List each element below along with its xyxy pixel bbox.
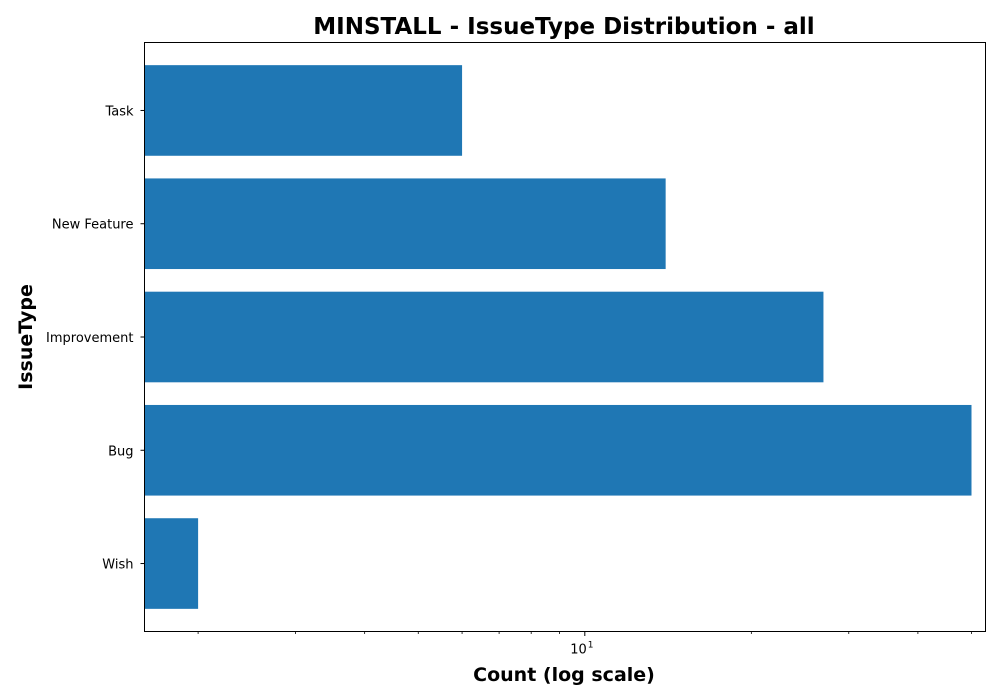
y-tick-label: Improvement	[46, 331, 133, 346]
x-tick-label-exponent: 1	[588, 641, 594, 651]
bar-improvement	[144, 291, 824, 383]
bar-bug	[144, 404, 972, 496]
y-tick-label: New Feature	[52, 218, 134, 233]
bars-layer	[144, 65, 972, 609]
bar-task	[144, 65, 463, 156]
ticks-layer: Task New Feature Improvement Bug Wish 10 1	[46, 104, 972, 658]
y-tick-label: Bug	[108, 444, 133, 459]
plot-frame	[144, 42, 986, 632]
y-tick-label: Task	[104, 104, 134, 119]
bar-new-feature	[144, 178, 666, 270]
chart-title: MINSTALL - IssueType Distribution - all	[313, 14, 814, 40]
y-axis-label: IssueType	[15, 284, 37, 390]
x-axis-label: Count (log scale)	[473, 664, 655, 686]
y-tick-label: Wish	[102, 558, 133, 573]
x-tick-label-base: 10	[570, 643, 587, 658]
bar-wish	[144, 518, 199, 609]
